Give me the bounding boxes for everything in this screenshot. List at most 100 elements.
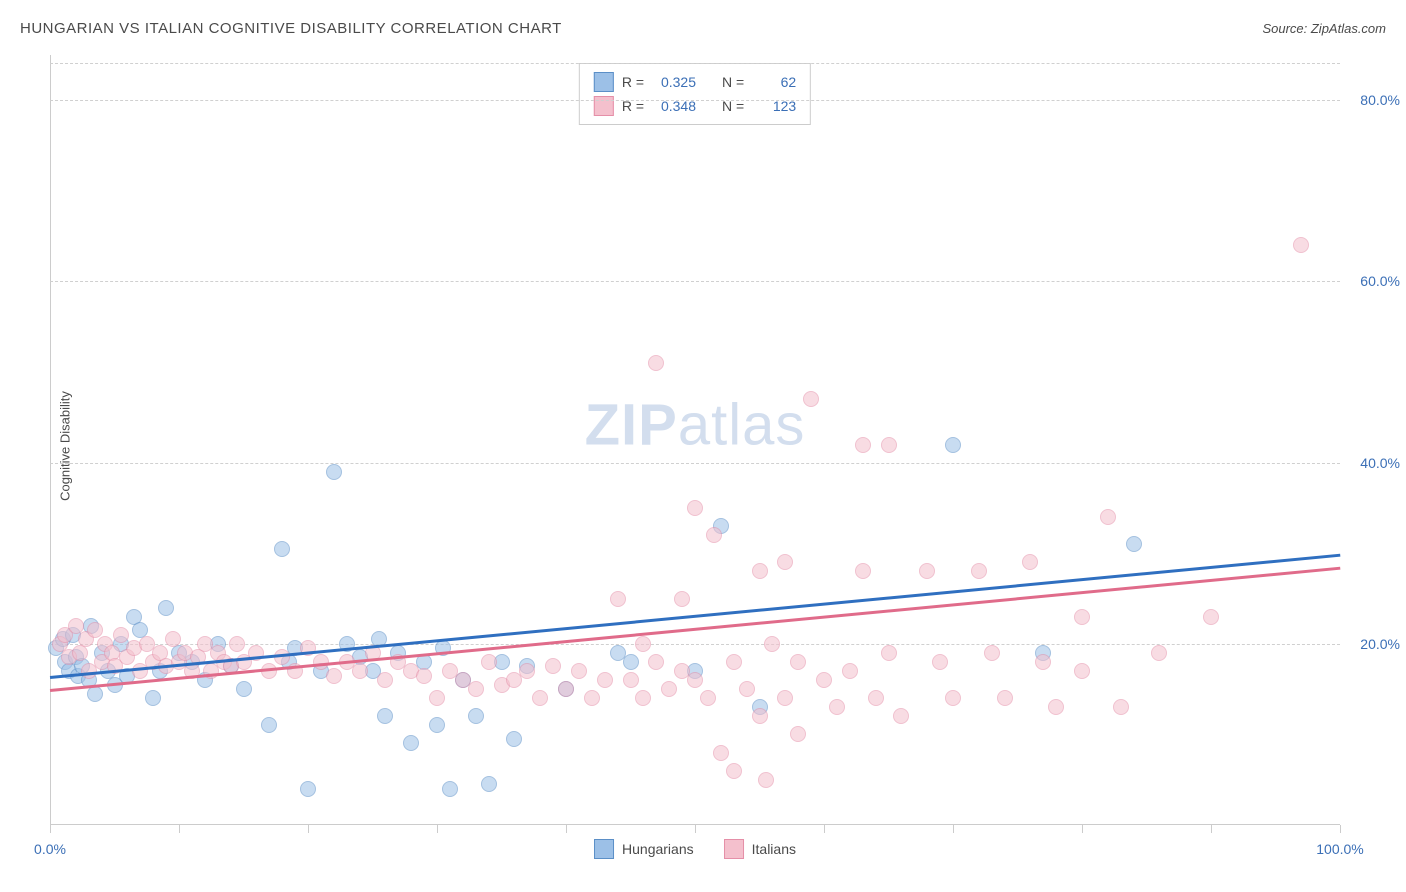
scatter-point bbox=[752, 708, 768, 724]
scatter-point bbox=[623, 654, 639, 670]
scatter-point bbox=[1022, 554, 1038, 570]
scatter-point bbox=[377, 672, 393, 688]
scatter-plot: ZIPatlas R =0.325N =62R =0.348N =123 Hun… bbox=[50, 55, 1340, 825]
scatter-point bbox=[881, 645, 897, 661]
scatter-point bbox=[919, 563, 935, 579]
scatter-point bbox=[597, 672, 613, 688]
gridline bbox=[50, 281, 1340, 282]
scatter-point bbox=[584, 690, 600, 706]
scatter-point bbox=[726, 654, 742, 670]
scatter-point bbox=[635, 690, 651, 706]
legend-series-label: Hungarians bbox=[622, 841, 694, 857]
scatter-point bbox=[790, 654, 806, 670]
source-label: Source: ZipAtlas.com bbox=[1262, 21, 1386, 36]
scatter-point bbox=[403, 735, 419, 751]
scatter-point bbox=[764, 636, 780, 652]
x-tick bbox=[953, 825, 954, 833]
scatter-point bbox=[674, 591, 690, 607]
legend-stats: R =0.325N =62R =0.348N =123 bbox=[579, 63, 811, 125]
scatter-point bbox=[790, 726, 806, 742]
legend-series-label: Italians bbox=[752, 841, 796, 857]
y-tick-label: 60.0% bbox=[1360, 273, 1400, 289]
scatter-point bbox=[945, 437, 961, 453]
scatter-point bbox=[229, 636, 245, 652]
scatter-point bbox=[752, 563, 768, 579]
chart-title: HUNGARIAN VS ITALIAN COGNITIVE DISABILIT… bbox=[20, 20, 562, 37]
watermark-light: atlas bbox=[678, 392, 806, 457]
source-prefix: Source: bbox=[1262, 21, 1310, 36]
scatter-point bbox=[984, 645, 1000, 661]
scatter-point bbox=[623, 672, 639, 688]
x-tick bbox=[1211, 825, 1212, 833]
x-tick bbox=[695, 825, 696, 833]
scatter-point bbox=[532, 690, 548, 706]
legend-swatch bbox=[594, 96, 614, 116]
y-axis-line bbox=[50, 55, 51, 825]
scatter-point bbox=[713, 745, 729, 761]
scatter-point bbox=[777, 690, 793, 706]
scatter-point bbox=[648, 654, 664, 670]
scatter-point bbox=[481, 776, 497, 792]
scatter-point bbox=[113, 627, 129, 643]
scatter-point bbox=[803, 391, 819, 407]
scatter-point bbox=[87, 686, 103, 702]
y-tick-label: 20.0% bbox=[1360, 636, 1400, 652]
scatter-point bbox=[442, 781, 458, 797]
legend-stat-row: R =0.325N =62 bbox=[594, 70, 796, 94]
scatter-point bbox=[777, 554, 793, 570]
scatter-point bbox=[519, 663, 535, 679]
scatter-point bbox=[1035, 654, 1051, 670]
scatter-point bbox=[700, 690, 716, 706]
legend-swatch bbox=[724, 839, 744, 859]
scatter-point bbox=[1126, 536, 1142, 552]
scatter-point bbox=[274, 649, 290, 665]
scatter-point bbox=[1113, 699, 1129, 715]
scatter-point bbox=[1151, 645, 1167, 661]
scatter-point bbox=[726, 763, 742, 779]
chart-header: HUNGARIAN VS ITALIAN COGNITIVE DISABILIT… bbox=[20, 20, 1386, 37]
scatter-point bbox=[326, 668, 342, 684]
scatter-point bbox=[758, 772, 774, 788]
scatter-point bbox=[165, 631, 181, 647]
scatter-point bbox=[855, 437, 871, 453]
scatter-point bbox=[1293, 237, 1309, 253]
x-tick bbox=[50, 825, 51, 833]
scatter-point bbox=[1074, 663, 1090, 679]
scatter-point bbox=[893, 708, 909, 724]
legend-r-value: 0.325 bbox=[652, 74, 696, 90]
x-tick bbox=[308, 825, 309, 833]
scatter-point bbox=[739, 681, 755, 697]
scatter-point bbox=[842, 663, 858, 679]
scatter-point bbox=[687, 500, 703, 516]
scatter-point bbox=[429, 690, 445, 706]
scatter-point bbox=[661, 681, 677, 697]
legend-stat-row: R =0.348N =123 bbox=[594, 94, 796, 118]
legend-series-item: Hungarians bbox=[594, 839, 694, 859]
scatter-point bbox=[481, 654, 497, 670]
chart-area: ZIPatlas R =0.325N =62R =0.348N =123 Hun… bbox=[50, 55, 1340, 825]
scatter-point bbox=[687, 672, 703, 688]
watermark: ZIPatlas bbox=[585, 391, 806, 458]
scatter-point bbox=[868, 690, 884, 706]
legend-series: Hungarians Italians bbox=[594, 839, 796, 859]
scatter-point bbox=[300, 781, 316, 797]
scatter-point bbox=[635, 636, 651, 652]
x-tick bbox=[824, 825, 825, 833]
scatter-point bbox=[816, 672, 832, 688]
scatter-point bbox=[274, 541, 290, 557]
scatter-point bbox=[932, 654, 948, 670]
x-tick-label: 0.0% bbox=[34, 841, 66, 857]
scatter-point bbox=[352, 663, 368, 679]
scatter-point bbox=[468, 708, 484, 724]
legend-r-label: R = bbox=[622, 74, 644, 90]
source-name: ZipAtlas.com bbox=[1311, 21, 1386, 36]
scatter-point bbox=[648, 355, 664, 371]
scatter-point bbox=[881, 437, 897, 453]
legend-swatch bbox=[594, 839, 614, 859]
scatter-point bbox=[429, 717, 445, 733]
legend-series-item: Italians bbox=[724, 839, 796, 859]
legend-swatch bbox=[594, 72, 614, 92]
scatter-point bbox=[1203, 609, 1219, 625]
x-tick bbox=[437, 825, 438, 833]
scatter-point bbox=[855, 563, 871, 579]
